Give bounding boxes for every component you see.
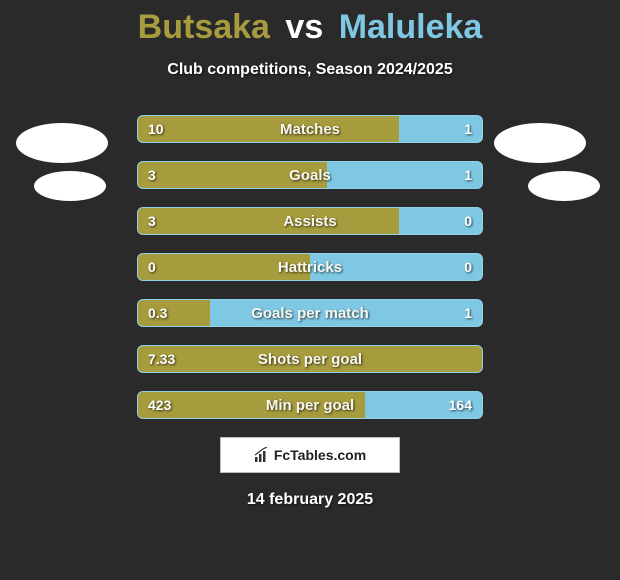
- stat-row: 31Goals: [137, 161, 483, 189]
- avatar-placeholder: [16, 123, 108, 163]
- stat-left-value: 423: [138, 392, 181, 418]
- comparison-title: Butsaka vs Maluleka: [0, 0, 620, 47]
- stat-right-value: 0: [454, 254, 482, 280]
- avatar-placeholder: [34, 171, 106, 201]
- stat-left-value: 3: [138, 162, 166, 188]
- stat-rows: 101Matches31Goals30Assists00Hattricks0.3…: [137, 115, 483, 419]
- vs-text: vs: [279, 8, 329, 46]
- stat-left-value: 0: [138, 254, 166, 280]
- stat-right-value: 164: [439, 392, 482, 418]
- stat-right-value: [462, 346, 482, 372]
- player2-name: Maluleka: [339, 8, 483, 46]
- stat-left-value: 0.3: [138, 300, 177, 326]
- stat-right-value: 1: [454, 300, 482, 326]
- stat-row: 0.31Goals per match: [137, 299, 483, 327]
- stat-right-value: 1: [454, 116, 482, 142]
- stat-row: 101Matches: [137, 115, 483, 143]
- stat-left-fill: [138, 208, 399, 234]
- logo-text: FcTables.com: [274, 447, 366, 463]
- chart-area: 101Matches31Goals30Assists00Hattricks0.3…: [0, 115, 620, 419]
- avatar-placeholder: [528, 171, 600, 201]
- subtitle: Club competitions, Season 2024/2025: [0, 61, 620, 79]
- stat-left-fill: [138, 346, 482, 372]
- chart-icon: [254, 447, 270, 463]
- stat-row: 30Assists: [137, 207, 483, 235]
- stat-left-fill: [138, 116, 399, 142]
- stat-left-fill: [138, 162, 327, 188]
- player1-name: Butsaka: [138, 8, 270, 46]
- stat-right-value: 0: [454, 208, 482, 234]
- stat-right-value: 1: [454, 162, 482, 188]
- avatar-placeholder: [494, 123, 586, 163]
- stat-row: 00Hattricks: [137, 253, 483, 281]
- stat-left-value: 10: [138, 116, 174, 142]
- stat-row: 423164Min per goal: [137, 391, 483, 419]
- stat-row: 7.33Shots per goal: [137, 345, 483, 373]
- logo-box: FcTables.com: [220, 437, 400, 473]
- stat-left-value: 3: [138, 208, 166, 234]
- stat-left-value: 7.33: [138, 346, 185, 372]
- date-text: 14 february 2025: [0, 491, 620, 509]
